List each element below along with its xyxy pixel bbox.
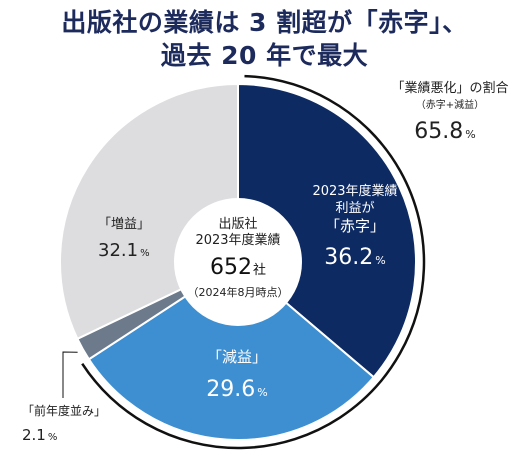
increase-value-number: 32.1 — [98, 240, 138, 261]
annotation-line2: （赤字+減益） — [416, 98, 484, 111]
center-count-number: 652 — [210, 255, 252, 280]
deficit-decrease-arc-bracket — [81, 74, 426, 450]
flat-leader-line — [62, 351, 78, 398]
donut-hole — [174, 198, 302, 326]
annotation-line1: 「業績悪化」の割合 — [391, 80, 508, 96]
deficit-label-line3: 「赤字」 — [325, 217, 385, 235]
center-line2: 2023年度業績 — [195, 232, 280, 248]
annotation-value-unit: % — [465, 128, 475, 141]
chart-title-line2: 過去 20 年で最大 — [160, 41, 369, 70]
deficit-label-line1: 2023年度業績 — [312, 183, 397, 199]
deficit-value: 36.2% — [324, 245, 385, 270]
increase-value: 32.1% — [98, 240, 150, 261]
flat-value-number: 2.1 — [22, 426, 46, 444]
decrease-value-number: 29.6 — [206, 377, 255, 402]
decrease-label: 「減益」 — [207, 348, 267, 366]
chart-title-line1: 出版社の業績は 3 割超が「赤字」、 — [61, 8, 468, 37]
increase-value-unit: % — [140, 248, 150, 259]
deficit-value-unit: % — [375, 254, 385, 267]
deficit-value-number: 36.2 — [324, 245, 373, 270]
center-note: （2024年8月時点） — [188, 285, 289, 299]
flat-value: 2.1% — [22, 426, 57, 444]
decrease-value-unit: % — [257, 386, 267, 399]
pie-slice-deficit — [237, 82, 417, 379]
center-line1: 出版社 — [218, 216, 257, 232]
center-count-unit: 社 — [253, 262, 266, 278]
increase-label: 「増益」 — [98, 217, 150, 232]
decrease-value: 29.6% — [206, 377, 267, 402]
chart-title: 出版社の業績は 3 割超が「赤字」、 過去 20 年で最大 — [0, 6, 529, 72]
flat-label: 「前年度並み」 — [22, 403, 106, 418]
flat-value-unit: % — [48, 432, 58, 443]
deficit-label-line2: 利益が — [335, 201, 374, 216]
annotation-value: 65.8% — [414, 119, 475, 144]
center-count: 652社 — [210, 255, 266, 280]
pie-slice-decrease — [87, 260, 376, 441]
annotation-value-number: 65.8 — [414, 119, 463, 144]
